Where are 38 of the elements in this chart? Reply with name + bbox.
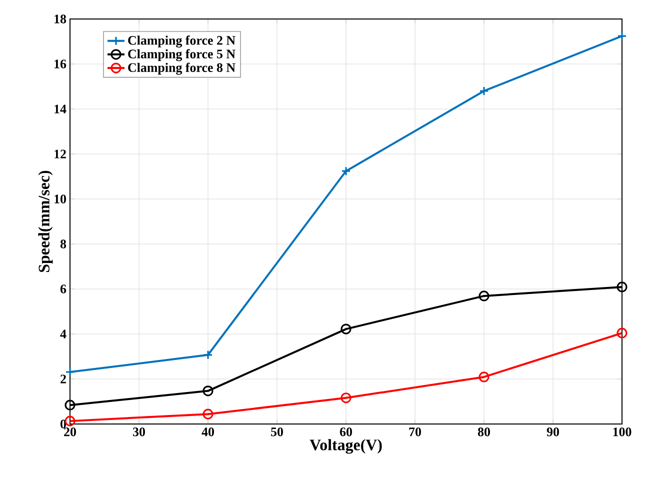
x-tick-label: 100 xyxy=(613,428,632,436)
y-tick-label: 4 xyxy=(60,330,66,338)
point xyxy=(340,392,352,404)
x-tick-label: 50 xyxy=(271,428,283,436)
y-tick-label: 12 xyxy=(54,150,66,158)
point xyxy=(479,86,489,96)
point xyxy=(617,31,627,41)
point xyxy=(340,324,352,334)
point xyxy=(203,350,213,360)
point xyxy=(202,386,214,396)
x-tick-label: 70 xyxy=(409,428,421,436)
x-tick-label: 60 xyxy=(340,428,352,436)
y-tick-label: 14 xyxy=(54,104,66,114)
y-axis-title: Speed(mm/sec) xyxy=(38,170,53,272)
x-tick-label: 90 xyxy=(546,428,559,436)
point xyxy=(341,166,351,176)
point xyxy=(64,416,76,426)
y-tick-label: 8 xyxy=(60,240,66,248)
point xyxy=(616,328,628,338)
point xyxy=(478,290,490,302)
point xyxy=(202,408,214,420)
y-tick-label: 2 xyxy=(60,374,66,384)
point xyxy=(478,372,490,382)
x-tick-label: 30 xyxy=(133,428,145,436)
y-tick-label: 18 xyxy=(54,14,66,24)
x-tick-label: 40 xyxy=(202,428,214,436)
point xyxy=(616,282,628,292)
legend-label: Clamping force 2 N xyxy=(128,36,236,48)
legend-label: Clamping force 5 N xyxy=(128,49,236,62)
point xyxy=(64,400,76,410)
x-axis-title: Voltage(V) xyxy=(310,439,382,454)
y-tick-label: 10 xyxy=(54,194,66,204)
point xyxy=(65,367,75,377)
x-tick-label: 20 xyxy=(64,428,76,436)
y-tick-label: 16 xyxy=(54,60,66,68)
x-tick-label: 80 xyxy=(478,428,490,436)
y-tick-label: 6 xyxy=(60,284,66,294)
legend-label: Clamping force 8 N xyxy=(128,62,236,75)
